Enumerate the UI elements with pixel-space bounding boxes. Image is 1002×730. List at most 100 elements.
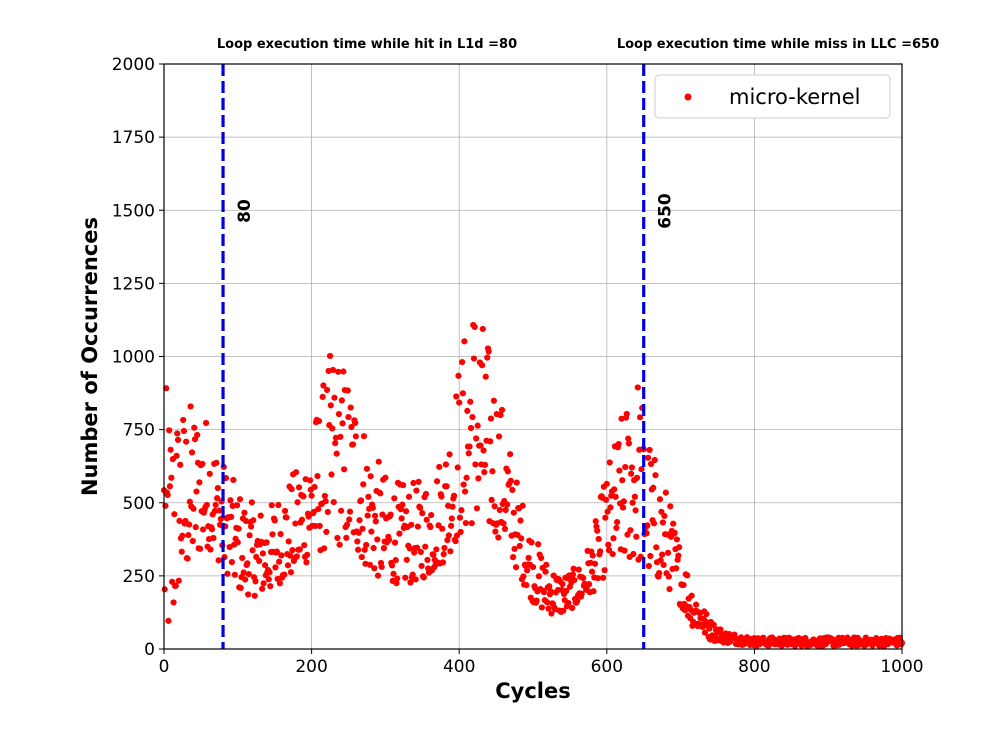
data-point xyxy=(347,404,354,411)
data-point xyxy=(621,547,628,554)
data-point xyxy=(452,538,459,545)
data-point xyxy=(413,487,420,494)
data-point xyxy=(211,507,219,515)
data-point xyxy=(214,495,221,502)
data-point xyxy=(656,496,664,503)
data-point xyxy=(340,466,348,473)
data-point xyxy=(281,571,288,578)
data-point xyxy=(390,570,397,577)
data-point xyxy=(377,490,384,497)
data-point xyxy=(231,571,238,578)
data-point xyxy=(467,398,474,405)
data-point xyxy=(498,406,506,414)
data-point xyxy=(288,486,295,493)
data-point xyxy=(294,499,301,506)
data-point xyxy=(569,571,576,578)
data-point xyxy=(644,522,651,529)
data-point xyxy=(504,468,512,475)
data-point xyxy=(271,517,278,524)
data-point xyxy=(542,568,549,575)
data-point xyxy=(281,507,289,515)
data-point xyxy=(627,527,634,534)
data-point xyxy=(657,557,664,564)
data-point xyxy=(518,535,525,542)
data-point xyxy=(548,610,555,617)
data-point xyxy=(185,531,192,539)
data-point xyxy=(340,368,347,375)
data-point xyxy=(216,507,223,514)
data-point xyxy=(213,459,220,466)
data-point xyxy=(538,554,545,562)
data-point xyxy=(379,511,386,518)
data-point xyxy=(334,534,341,542)
data-point xyxy=(559,581,566,588)
data-point xyxy=(391,495,398,502)
data-point xyxy=(208,526,216,533)
grid xyxy=(163,63,903,650)
data-point xyxy=(203,501,210,509)
data-point xyxy=(396,530,403,537)
data-point xyxy=(301,542,308,549)
data-point xyxy=(311,483,318,491)
data-point xyxy=(455,372,462,379)
data-point xyxy=(457,528,464,536)
data-point xyxy=(510,509,517,516)
data-point xyxy=(592,518,599,525)
data-point xyxy=(600,574,607,581)
data-point xyxy=(588,568,596,575)
data-point xyxy=(328,471,335,478)
data-point xyxy=(513,479,520,486)
data-point xyxy=(392,557,399,564)
data-point xyxy=(191,424,198,431)
data-point xyxy=(332,440,339,447)
data-point xyxy=(296,546,303,553)
y-axis-label: Number of Occurrences xyxy=(78,217,102,496)
data-point xyxy=(233,502,241,509)
data-point xyxy=(292,520,299,527)
data-point xyxy=(662,489,669,496)
data-point xyxy=(361,546,368,553)
data-point xyxy=(565,600,572,607)
data-point xyxy=(190,505,197,512)
legend-entry-micro-kernel: micro-kernel xyxy=(729,85,861,109)
data-point xyxy=(174,430,181,437)
data-point xyxy=(277,531,284,538)
data-point xyxy=(338,397,345,404)
data-point xyxy=(706,625,713,632)
data-point xyxy=(242,576,249,583)
data-point xyxy=(188,449,196,456)
data-point xyxy=(535,573,543,580)
data-point xyxy=(688,592,695,599)
data-point xyxy=(366,561,374,568)
data-point xyxy=(676,544,683,551)
data-point xyxy=(659,551,666,558)
data-point xyxy=(197,545,204,552)
data-point xyxy=(174,436,182,443)
data-point xyxy=(409,571,416,578)
data-point xyxy=(603,480,610,487)
data-point xyxy=(420,574,427,581)
data-point xyxy=(692,601,700,608)
data-point xyxy=(266,569,273,576)
data-point xyxy=(547,588,554,595)
data-point xyxy=(589,552,596,559)
data-point xyxy=(385,536,393,544)
data-point xyxy=(166,427,173,434)
data-point xyxy=(378,563,385,571)
data-point xyxy=(560,607,567,614)
data-point xyxy=(424,556,431,564)
data-point xyxy=(391,539,399,546)
data-point xyxy=(259,550,266,557)
data-point xyxy=(538,604,545,611)
data-point xyxy=(228,513,235,520)
data-point xyxy=(307,477,314,484)
data-point xyxy=(319,393,326,400)
data-point xyxy=(523,582,530,589)
data-point xyxy=(650,484,657,491)
data-point xyxy=(673,536,681,543)
y-tick-label: 250 xyxy=(123,567,155,587)
data-point xyxy=(625,435,632,442)
data-point xyxy=(441,544,448,552)
data-point xyxy=(180,427,188,435)
data-point xyxy=(481,469,488,476)
